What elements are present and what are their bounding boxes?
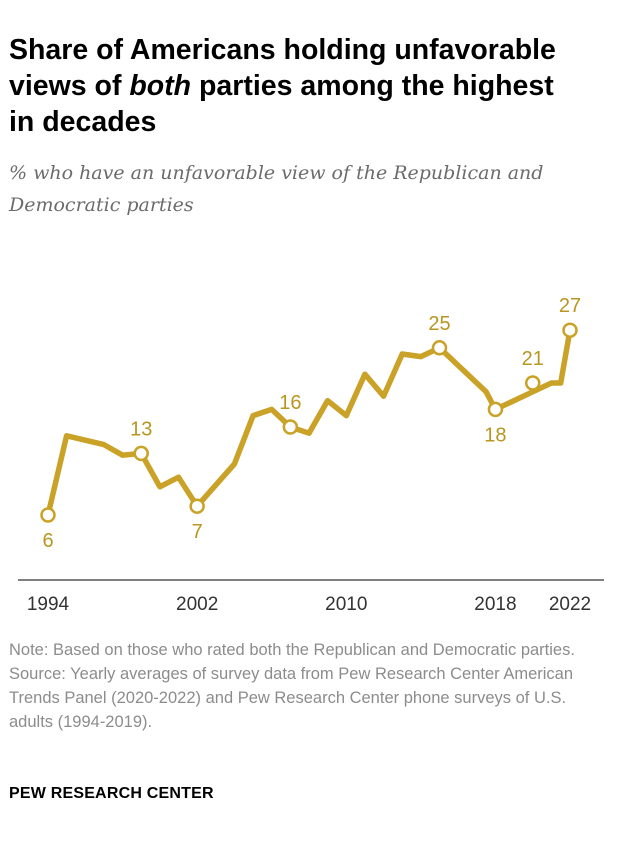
x-tick-label: 2022 <box>549 594 591 615</box>
chart-title: Share of Americans holding unfavorable v… <box>9 32 614 140</box>
data-point-marker <box>282 419 299 435</box>
title-line-2: views of both parties among the highest <box>9 68 614 104</box>
notes-block: Note: Based on those who rated both the … <box>9 638 614 734</box>
data-point-marker <box>431 340 448 356</box>
title-line-2-emphasis: both <box>129 70 192 102</box>
x-tick-label: 1994 <box>27 594 70 615</box>
data-point-marker <box>40 507 56 523</box>
data-label: 13 <box>130 418 152 440</box>
x-tick-label: 2002 <box>176 594 218 615</box>
data-label: 27 <box>559 295 581 317</box>
data-label: 16 <box>279 392 301 414</box>
data-point-marker <box>524 375 541 391</box>
data-point-marker <box>133 445 149 462</box>
data-label: 25 <box>428 313 450 335</box>
line-chart: 1994 2002 2010 2018 2022 6 13 7 16 25 18 21 27 <box>18 295 604 615</box>
data-label: 21 <box>522 348 544 370</box>
title-line-1: Share of Americans holding unfavorable <box>9 34 556 66</box>
chart-subtitle: % who have an unfavorable view of the Re… <box>9 162 544 216</box>
data-point-marker <box>487 401 504 418</box>
series-line <box>45 327 573 518</box>
title-line-2-post: parties among the highest <box>191 70 554 102</box>
data-label: 7 <box>192 521 203 543</box>
title-line-2-pre: views of <box>9 70 130 102</box>
x-tick-label: 2018 <box>474 594 516 615</box>
data-label: 6 <box>42 530 53 552</box>
data-label: 18 <box>484 424 506 446</box>
x-tick-label: 2010 <box>325 594 367 615</box>
source-text: Source: Yearly averages of survey data f… <box>9 665 574 731</box>
note-text: Note: Based on those who rated both the … <box>9 641 575 659</box>
title-line-3: in decades <box>9 106 157 138</box>
data-point-marker <box>189 498 205 514</box>
data-point-marker <box>562 322 578 338</box>
brand-logo-text: PEW RESEARCH CENTER <box>9 785 214 802</box>
